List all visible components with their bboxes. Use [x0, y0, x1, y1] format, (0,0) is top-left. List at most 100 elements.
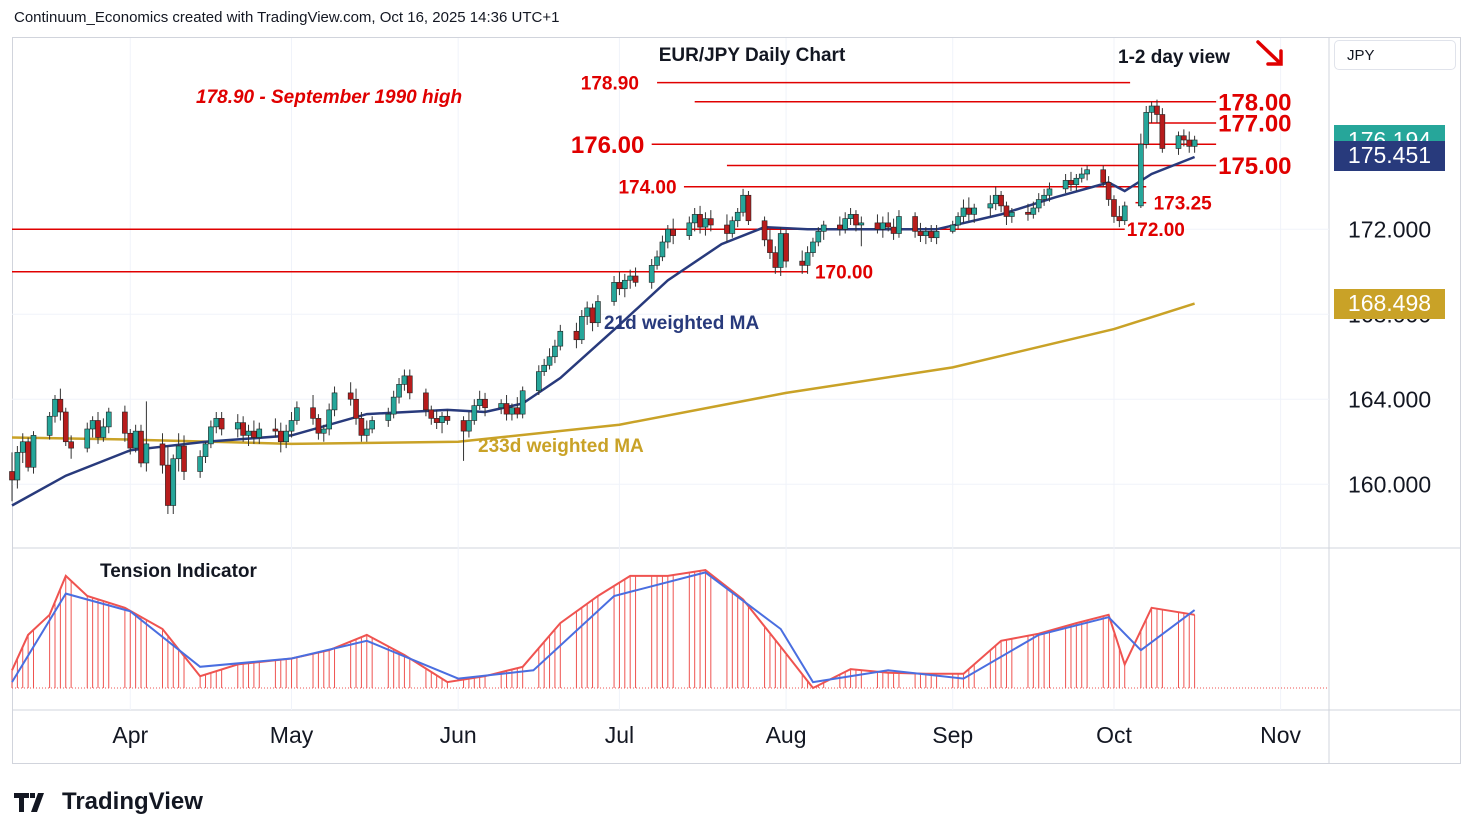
candle-body: [100, 426, 107, 438]
candle-body: [347, 392, 354, 400]
candle-body: [1175, 135, 1182, 149]
x-tick-label: Oct: [1096, 722, 1132, 748]
candle-body: [1181, 135, 1187, 141]
candle-body: [557, 330, 564, 347]
y-tick-label: 160.000: [1348, 471, 1431, 497]
candle-body: [476, 398, 483, 406]
candle-body: [52, 398, 58, 417]
candle-body: [1191, 139, 1198, 147]
candle-body: [25, 441, 31, 468]
candle-body: [401, 375, 408, 385]
candle-body: [460, 420, 467, 432]
candle-body: [579, 316, 585, 341]
candle-body: [175, 445, 182, 460]
candle-body: [519, 390, 526, 415]
candle-body: [627, 275, 633, 281]
candle-body: [890, 226, 897, 234]
candle-body: [767, 239, 773, 253]
tension-bars: [11, 570, 1196, 688]
candle-body: [552, 345, 558, 358]
symbol-box[interactable]: JPY: [1334, 40, 1456, 70]
x-tick-label: Nov: [1260, 722, 1301, 748]
level-label: 176.00: [571, 132, 644, 159]
candle-body: [885, 222, 892, 228]
candle-body: [89, 420, 96, 430]
candle-body: [234, 422, 241, 430]
candle-body: [616, 282, 623, 290]
candle-body: [799, 260, 806, 266]
candle-body: [57, 398, 64, 413]
candle-body: [691, 214, 698, 224]
candle-body: [326, 409, 332, 430]
candle-body: [396, 384, 402, 398]
x-tick-label: Aug: [766, 722, 807, 748]
candle-body: [1116, 216, 1123, 222]
candle-body: [310, 407, 316, 419]
candle-body: [1003, 205, 1010, 217]
candle-body: [1186, 139, 1193, 147]
candle-body: [132, 430, 139, 449]
candle-body: [471, 405, 478, 421]
candle-body: [858, 222, 865, 226]
candle-body: [955, 216, 961, 226]
candle-body: [740, 194, 746, 213]
candle-body: [256, 428, 263, 438]
candle-body: [724, 224, 730, 234]
level-label: 177.00: [1218, 111, 1291, 138]
candle-body: [1111, 199, 1117, 217]
candle-body: [482, 398, 488, 409]
candle-body: [406, 375, 413, 394]
candles: [9, 99, 1198, 514]
candle-body: [1073, 177, 1080, 185]
candle-body: [992, 194, 999, 205]
candle-body: [804, 252, 811, 266]
candle-body: [815, 231, 822, 243]
ma21-label: 21d weighted MA: [604, 313, 759, 334]
candle-body: [632, 275, 639, 283]
candle-body: [998, 194, 1004, 207]
level-label: 173.25: [1154, 194, 1213, 215]
tension-signal-line: [11, 571, 1196, 684]
candle-body: [1041, 194, 1047, 200]
candle-body: [665, 228, 671, 243]
candle-body: [541, 364, 547, 372]
candle-body: [240, 422, 246, 436]
candle-body: [138, 430, 144, 464]
candle-body: [213, 418, 220, 428]
candle-body: [611, 282, 617, 302]
candle-body: [14, 452, 21, 481]
level-label: 175.00: [1218, 153, 1291, 180]
candle-body: [745, 194, 752, 222]
candle-body: [648, 265, 655, 283]
candle-body: [1009, 211, 1015, 217]
level-label: 178.90: [581, 73, 639, 94]
candle-body: [514, 407, 521, 415]
chart-title: EUR/JPY Daily Chart: [659, 45, 846, 66]
candle-body: [1143, 112, 1150, 145]
candle-body: [509, 407, 515, 415]
candle-body: [697, 214, 703, 228]
candle-body: [917, 231, 924, 236]
x-tick-label: Apr: [112, 722, 148, 748]
candle-body: [589, 307, 596, 324]
candle-body: [595, 301, 601, 324]
candle-body: [423, 392, 429, 411]
candle-body: [283, 430, 289, 443]
candle-body: [837, 224, 843, 230]
candle-body: [659, 241, 666, 258]
candle-body: [777, 233, 784, 268]
level-label: 172.00: [1127, 220, 1185, 241]
candle-body: [1159, 114, 1166, 149]
candle-body: [584, 307, 590, 317]
candle-body: [390, 396, 397, 415]
candle-body: [245, 430, 252, 436]
candle-body: [987, 203, 994, 209]
candle-body: [439, 415, 445, 423]
candle-body: [62, 411, 69, 443]
candle-body: [466, 420, 472, 432]
candle-body: [428, 409, 435, 419]
candle-body: [1105, 182, 1112, 200]
candle-body: [385, 413, 392, 421]
tradingview-logo[interactable]: TradingView: [14, 788, 203, 816]
